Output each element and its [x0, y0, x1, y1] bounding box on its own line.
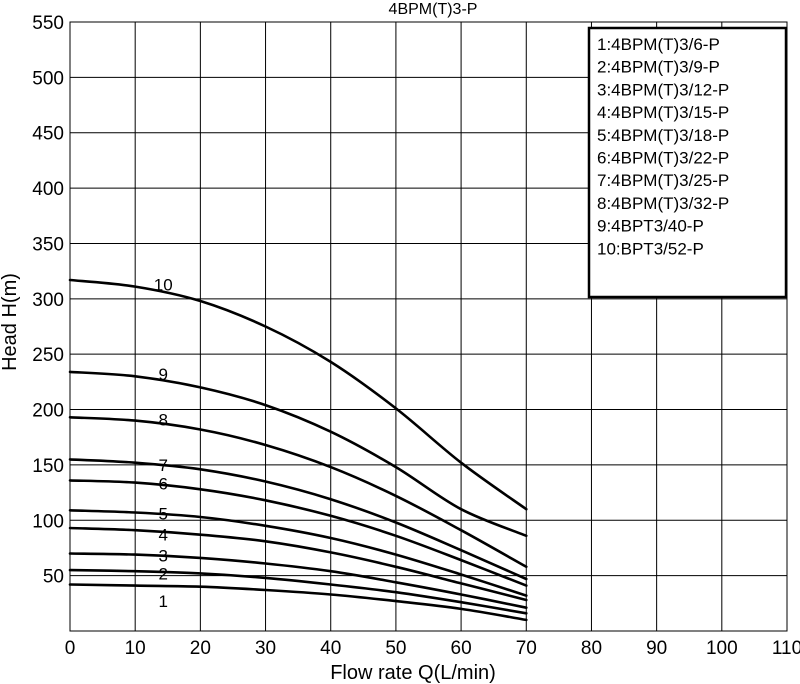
x-axis-label: Flow rate Q(L/min) [330, 662, 496, 684]
legend-entry: 10:BPT3/52-P [597, 239, 704, 258]
x-tick-label: 70 [516, 638, 537, 659]
curve-label-1: 1 [159, 592, 168, 611]
curve-4 [68, 526, 528, 602]
y-tick-label: 250 [32, 345, 64, 366]
x-tick-label: 30 [255, 638, 276, 659]
y-tick-label: 150 [32, 456, 64, 477]
curve-label-4: 4 [159, 526, 168, 545]
performance-curves [68, 278, 528, 622]
x-tick-labels: 0 10 20 30 40 50 60 70 80 90 100 110 [65, 638, 800, 659]
curve-label-10: 10 [154, 275, 173, 294]
y-tick-label: 550 [32, 13, 64, 34]
y-tick-label: 500 [32, 68, 64, 89]
legend-box [587, 26, 788, 299]
curve-label-2: 2 [159, 564, 168, 583]
curve-6 [68, 479, 528, 587]
y-tick-label: 100 [32, 511, 64, 532]
x-tick-label: 50 [385, 638, 406, 659]
legend-entry: 2:4BPM(T)3/9-P [597, 58, 720, 77]
curve-10 [68, 278, 528, 511]
x-tick-label: 110 [772, 638, 800, 659]
curve-8 [68, 416, 528, 569]
legend-entry: 8:4BPM(T)3/32-P [597, 194, 729, 213]
x-tick-label: 0 [65, 638, 76, 659]
y-tick-label: 300 [32, 290, 64, 311]
curve-label-3: 3 [159, 547, 168, 566]
curve-label-6: 6 [159, 475, 168, 494]
chart-title: 4BPM(T)3-P [389, 1, 478, 18]
curve-1 [68, 583, 528, 622]
y-tick-label: 50 [43, 567, 64, 588]
x-tick-label: 90 [646, 638, 667, 659]
x-tick-label: 80 [581, 638, 602, 659]
curve-2 [68, 568, 528, 615]
curve-5 [68, 509, 528, 597]
x-tick-label: 10 [125, 638, 146, 659]
legend-entry: 3:4BPM(T)3/12-P [597, 80, 729, 99]
curve-label-9: 9 [159, 365, 168, 384]
legend-entry: 9:4BPT3/40-P [597, 217, 704, 236]
y-tick-label: 400 [32, 179, 64, 200]
y-axis-label: Head H(m) [0, 273, 21, 371]
legend-entry: 1:4BPM(T)3/6-P [597, 35, 720, 54]
legend: 1:4BPM(T)3/6-P 2:4BPM(T)3/9-P 3:4BPM(T)3/1… [587, 26, 788, 299]
x-tick-label: 40 [320, 638, 341, 659]
y-tick-label: 200 [32, 401, 64, 422]
legend-entry: 4:4BPM(T)3/15-P [597, 103, 729, 122]
legend-entry: 5:4BPM(T)3/18-P [597, 126, 729, 145]
plot-frame [69, 21, 788, 632]
x-tick-label: 20 [190, 638, 211, 659]
legend-entry: 6:4BPM(T)3/22-P [597, 149, 729, 168]
y-tick-label: 450 [32, 124, 64, 145]
y-tick-label: 350 [32, 234, 64, 255]
curve-label-7: 7 [159, 456, 168, 475]
curve-label-5: 5 [159, 505, 168, 524]
curve-3 [68, 552, 528, 609]
y-tick-labels: 50 100 150 200 250 300 350 400 450 500 550 [32, 13, 64, 588]
curve-label-8: 8 [159, 411, 168, 430]
curve-7 [68, 458, 528, 581]
x-tick-label: 100 [706, 638, 738, 659]
legend-entries: 1:4BPM(T)3/6-P 2:4BPM(T)3/9-P 3:4BPM(T)3/1… [597, 35, 729, 258]
x-tick-label: 60 [451, 638, 472, 659]
curve-9 [68, 370, 528, 538]
legend-entry: 7:4BPM(T)3/25-P [597, 171, 729, 190]
